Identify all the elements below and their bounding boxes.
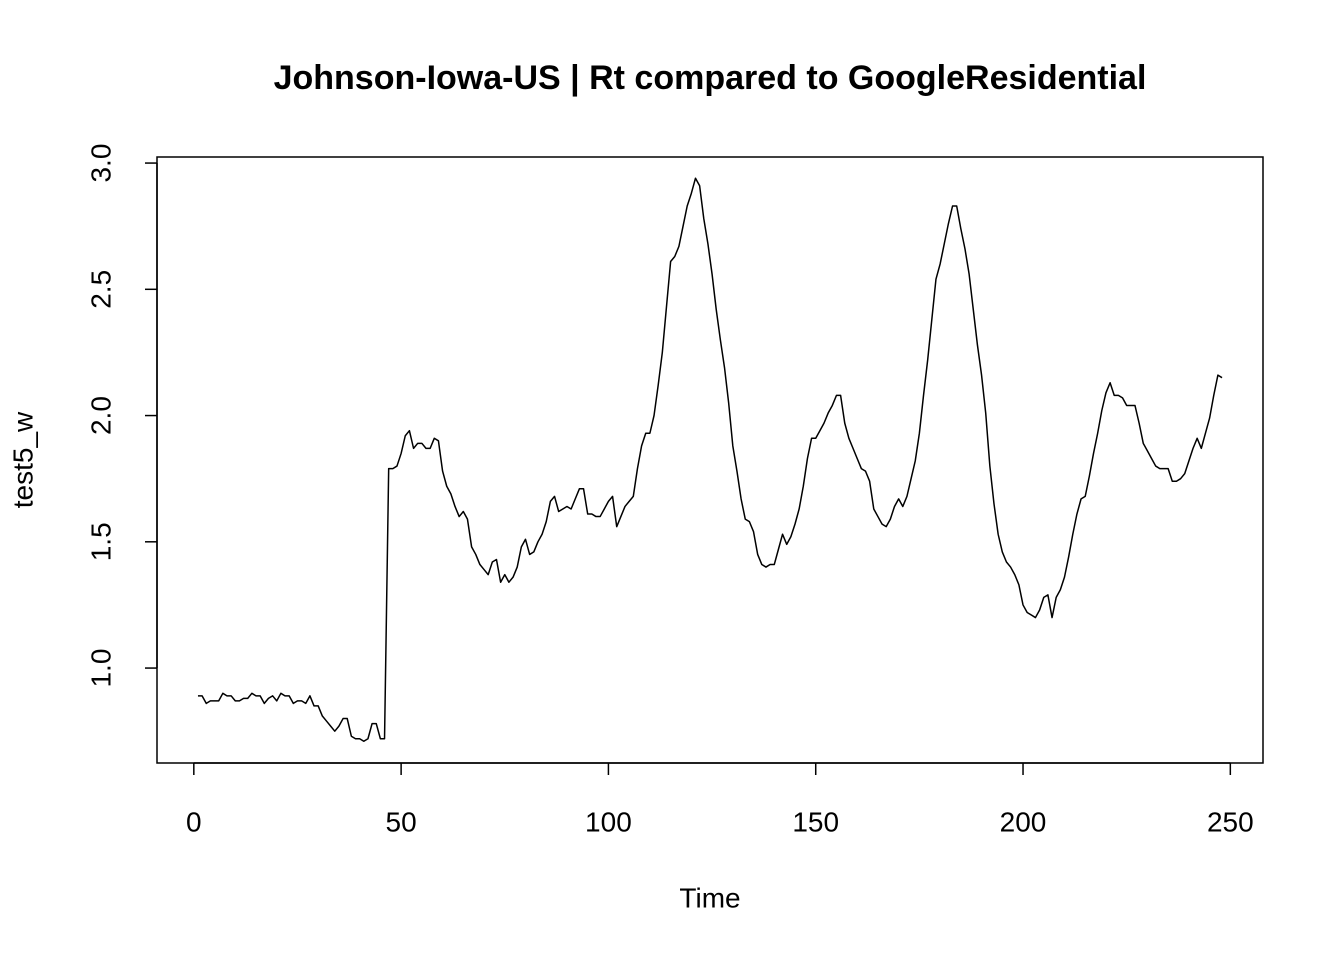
chart-title: Johnson-Iowa-US | Rt compared to GoogleR… bbox=[274, 59, 1147, 97]
x-axis-label: Time bbox=[679, 882, 740, 913]
y-tick-label: 2.0 bbox=[85, 396, 116, 435]
x-tick-label: 0 bbox=[186, 806, 202, 837]
x-tick-label: 200 bbox=[1000, 806, 1047, 837]
data-line bbox=[197, 177, 1223, 743]
y-tick-label: 3.0 bbox=[85, 144, 116, 183]
x-tick-label: 150 bbox=[792, 806, 839, 837]
plot-frame bbox=[156, 156, 1264, 764]
y-axis-label: test5_w bbox=[7, 411, 38, 508]
y-tick-label: 1.0 bbox=[85, 649, 116, 688]
x-tick-label: 250 bbox=[1207, 806, 1254, 837]
y-tick-label: 1.5 bbox=[85, 522, 116, 561]
y-tick-label: 2.5 bbox=[85, 270, 116, 309]
x-tick-label: 100 bbox=[585, 806, 632, 837]
x-tick-label: 50 bbox=[386, 806, 417, 837]
